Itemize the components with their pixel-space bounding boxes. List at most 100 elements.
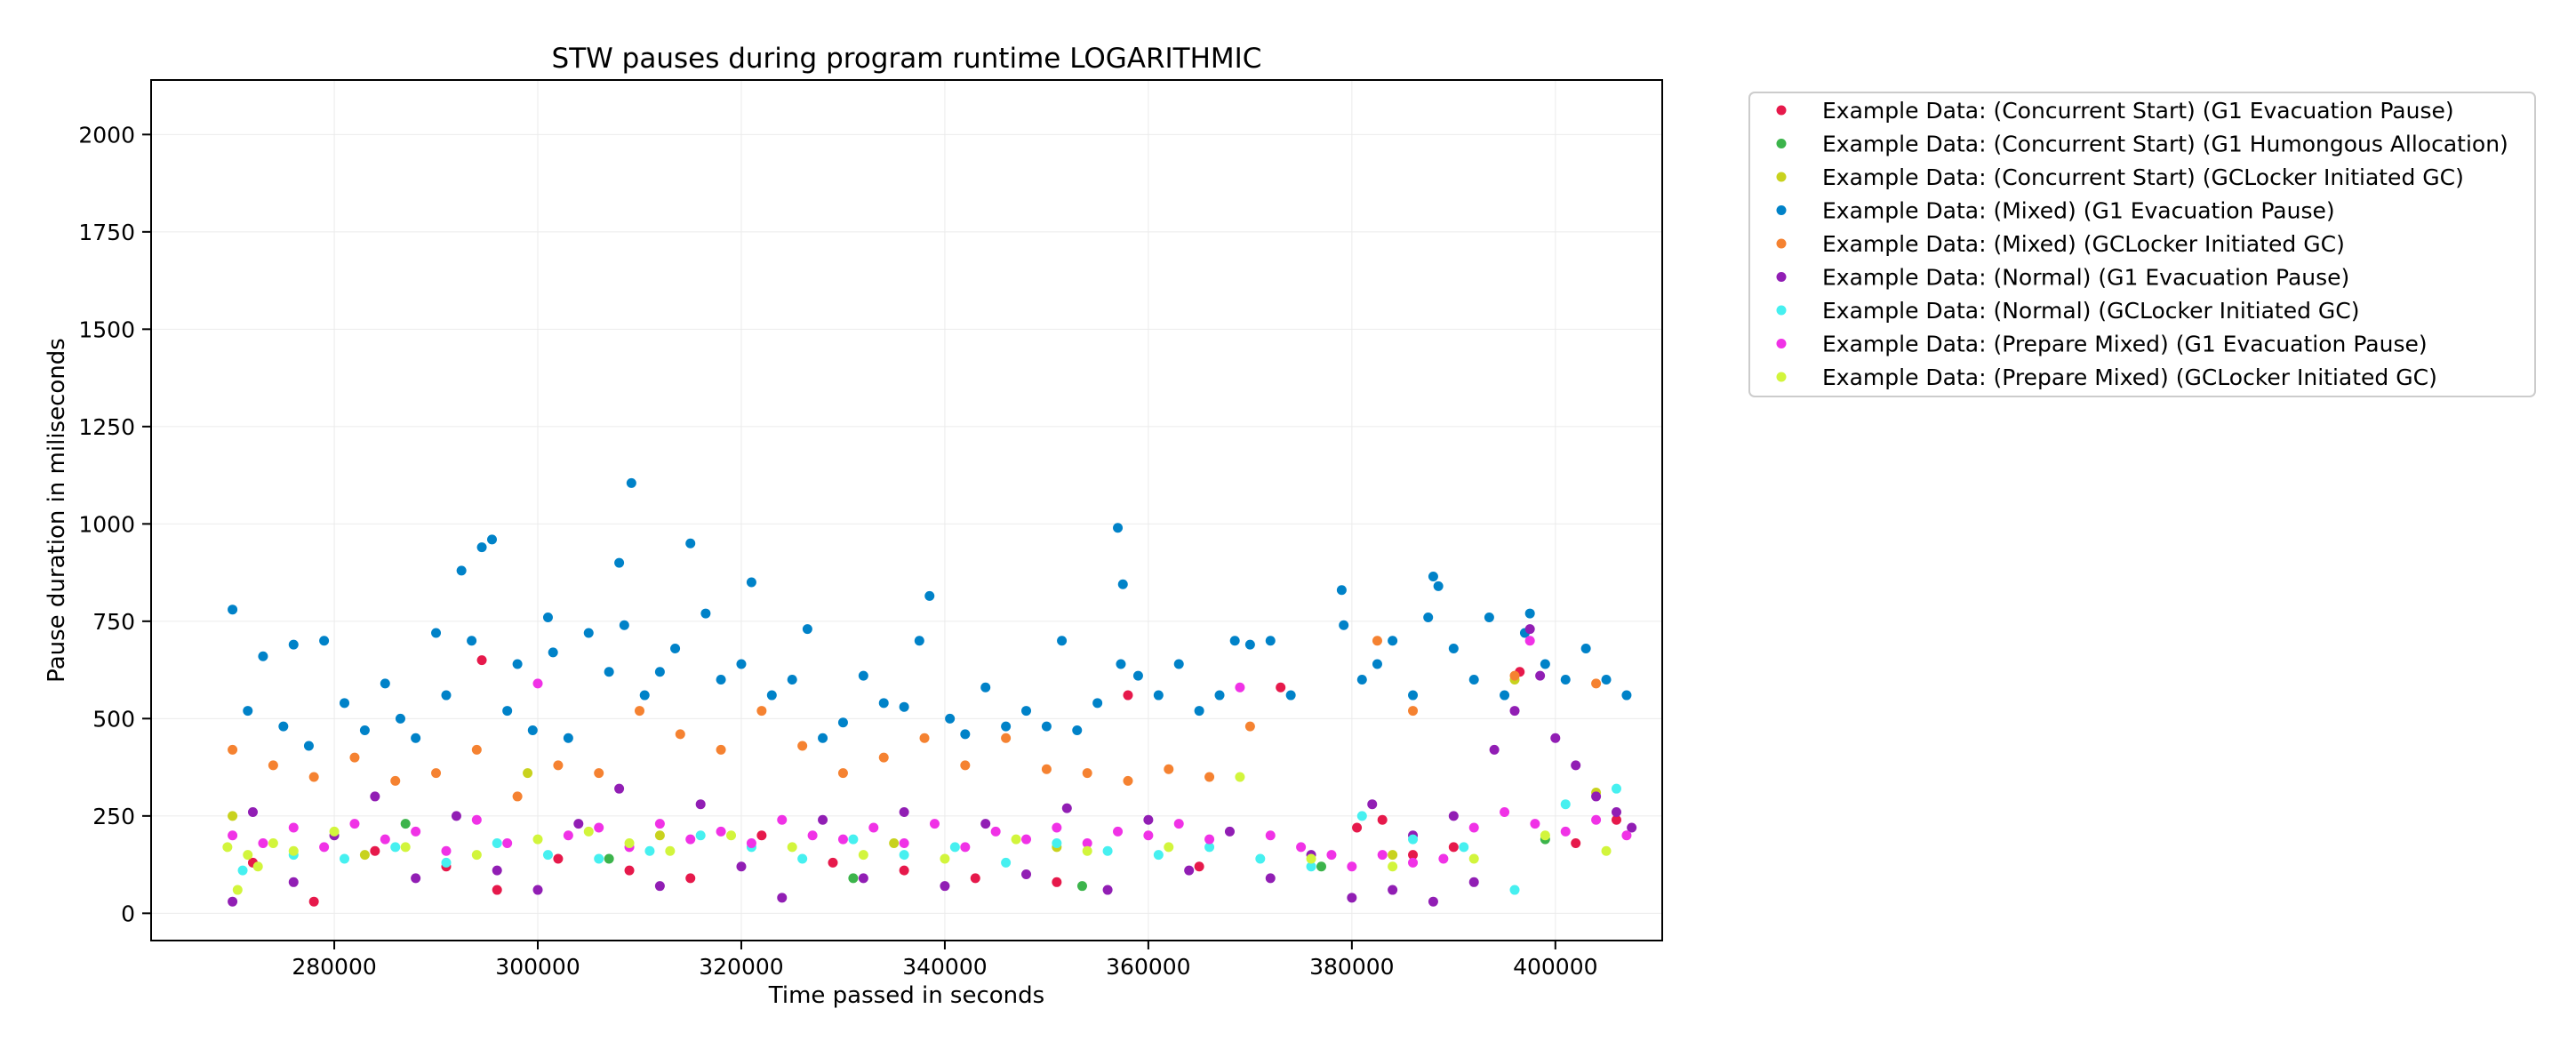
data-point — [370, 791, 380, 802]
data-point — [818, 733, 828, 743]
data-point — [467, 636, 477, 646]
data-point — [654, 819, 665, 829]
data-point — [512, 791, 523, 802]
data-point — [639, 690, 650, 701]
data-point — [1438, 853, 1449, 864]
data-point — [1524, 636, 1535, 646]
data-point — [1524, 608, 1535, 619]
data-point — [604, 853, 614, 864]
data-point — [980, 682, 991, 693]
legend-marker — [1776, 205, 1787, 215]
data-point — [471, 744, 482, 755]
data-point — [1509, 706, 1520, 717]
data-point — [1611, 806, 1621, 817]
data-point — [1102, 885, 1113, 895]
data-point — [837, 768, 848, 779]
data-point — [278, 721, 289, 732]
data-point — [594, 822, 604, 833]
data-point — [777, 814, 788, 825]
data-point — [1204, 834, 1215, 845]
data-point — [542, 612, 553, 622]
legend-label: Example Data: (Prepare Mixed) (GCLocker … — [1822, 364, 2437, 390]
legend-marker — [1776, 372, 1787, 382]
data-point — [899, 837, 909, 848]
y-tick-label: 1000 — [78, 511, 135, 537]
data-point — [746, 837, 756, 848]
data-point — [1244, 639, 1255, 650]
data-point — [685, 538, 696, 549]
data-point — [797, 853, 808, 864]
data-point — [1021, 869, 1032, 880]
data-point — [1116, 659, 1126, 669]
data-point — [1265, 873, 1276, 884]
data-point — [288, 877, 299, 887]
data-point — [1255, 853, 1266, 864]
data-point — [700, 608, 711, 619]
data-point — [594, 768, 604, 779]
data-point — [685, 834, 696, 845]
data-point — [1571, 760, 1581, 771]
data-point — [818, 814, 828, 825]
data-point — [1377, 814, 1388, 825]
data-point — [329, 826, 340, 837]
data-point — [1468, 675, 1479, 685]
data-point — [1235, 772, 1245, 782]
data-point — [1082, 768, 1092, 779]
data-point — [1500, 690, 1510, 701]
data-point — [919, 733, 930, 743]
data-point — [532, 885, 543, 895]
data-point — [929, 819, 940, 829]
data-point — [848, 873, 859, 884]
data-point — [1235, 682, 1245, 693]
data-point — [553, 760, 564, 771]
x-tick-label: 320000 — [699, 954, 783, 980]
legend-label: Example Data: (Concurrent Start) (G1 Eva… — [1822, 98, 2454, 124]
data-point — [797, 741, 808, 751]
data-point — [1408, 857, 1419, 868]
x-tick-label: 400000 — [1513, 954, 1597, 980]
data-point — [1001, 733, 1012, 743]
data-point — [1164, 764, 1174, 774]
data-point — [1052, 877, 1062, 887]
data-point — [1388, 850, 1398, 861]
data-point — [431, 768, 442, 779]
legend-label: Example Data: (Prepare Mixed) (G1 Evacua… — [1822, 332, 2428, 357]
x-axis-ticks: 280000 300000 320000 340000 360000 380000 4000… — [292, 941, 1598, 980]
series-4 — [228, 636, 1602, 802]
data-point — [654, 881, 665, 892]
data-point — [1153, 690, 1164, 701]
data-point — [654, 830, 665, 841]
data-point — [604, 667, 614, 677]
data-point — [400, 842, 411, 853]
data-point — [502, 837, 513, 848]
data-point — [685, 873, 696, 884]
data-point — [1550, 733, 1561, 743]
data-point — [624, 865, 635, 876]
x-tick-label: 360000 — [1106, 954, 1190, 980]
data-point — [1143, 830, 1154, 841]
data-point — [665, 845, 676, 856]
data-point — [878, 698, 889, 709]
y-tick-label: 500 — [92, 706, 135, 732]
data-point — [1173, 659, 1184, 669]
legend-marker — [1776, 172, 1787, 182]
data-point — [1204, 772, 1215, 782]
data-point — [380, 834, 390, 845]
data-point — [736, 659, 747, 669]
data-point — [268, 760, 278, 771]
data-point — [1143, 814, 1154, 825]
data-point — [1611, 814, 1621, 825]
data-point — [456, 565, 467, 576]
data-point — [1336, 585, 1347, 596]
data-point — [1535, 670, 1546, 681]
data-point — [654, 667, 665, 677]
data-point — [940, 881, 950, 892]
data-point — [1468, 853, 1479, 864]
data-point — [1540, 659, 1550, 669]
data-point — [451, 811, 461, 821]
data-point — [1113, 523, 1124, 533]
grid — [151, 80, 1662, 941]
data-point — [634, 706, 644, 717]
legend-marker — [1776, 305, 1787, 316]
data-point — [940, 853, 950, 864]
